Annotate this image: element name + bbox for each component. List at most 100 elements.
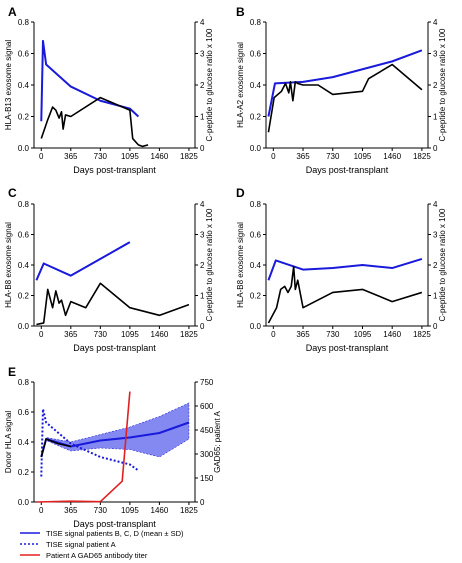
legend: TISE signal patients B, C, D (mean ± SD)… <box>20 529 184 560</box>
x-tick-label: 365 <box>296 330 310 339</box>
legend-label: Patient A GAD65 antibody titer <box>46 551 148 560</box>
y-tick-label-left: 0.8 <box>18 200 30 209</box>
y-tick-label-left: 0.4 <box>250 261 262 270</box>
x-tick-label: 1095 <box>121 152 139 161</box>
y-tick-label-left: 0.0 <box>18 322 30 331</box>
legend-label: TISE signal patient A <box>46 540 116 549</box>
x-tick-label: 1460 <box>151 330 169 339</box>
y-tick-label-right: 1 <box>200 292 205 301</box>
panel-label: E <box>8 365 16 379</box>
x-tick-label: 365 <box>64 152 78 161</box>
x-tick-label: 0 <box>271 330 276 339</box>
chart-panel-a: A 0 365 730 1095 1460 1825 0.0 0.2 0.4 0.6 0.8 0 1 2 3 4… <box>4 5 214 175</box>
series-line-2 <box>40 96 149 148</box>
panel-label: A <box>8 5 17 19</box>
y-tick-label-right: 3 <box>433 231 438 240</box>
y-tick-label-right: 4 <box>433 18 438 27</box>
series-line-2 <box>36 282 190 326</box>
y-tick-label-left: 0.8 <box>18 18 30 27</box>
x-tick-label: 730 <box>326 330 340 339</box>
x-tick-label: 730 <box>326 152 340 161</box>
y-axis-label-right: C-peptide to glucose ratio x 100 <box>438 28 447 142</box>
y-tick-label-right: 0 <box>200 322 205 331</box>
x-tick-label: 0 <box>39 506 44 515</box>
panel-label: D <box>236 186 245 200</box>
panel-label: C <box>8 186 17 200</box>
x-tick-label: 730 <box>94 506 108 515</box>
y-tick-label-right: 1 <box>200 113 205 122</box>
y-axis-label-right: GAD65: patient A <box>213 410 222 472</box>
y-tick-label-right: 0 <box>433 144 438 153</box>
legend-label: TISE signal patients B, C, D (mean ± SD) <box>46 529 184 538</box>
x-tick-label: 1825 <box>180 152 198 161</box>
x-tick-label: 1825 <box>413 152 431 161</box>
x-tick-label: 0 <box>39 152 44 161</box>
y-tick-label-left: 0.4 <box>250 81 262 90</box>
x-tick-label: 1825 <box>413 330 431 339</box>
series-line-2 <box>267 63 423 133</box>
x-tick-label: 1825 <box>180 506 198 515</box>
y-axis-label-right: C-peptide to glucose ratio x 100 <box>438 208 447 322</box>
y-tick-label-left: 0.8 <box>250 18 262 27</box>
series-line-3 <box>40 438 71 458</box>
y-tick-label-left: 0.4 <box>18 438 30 447</box>
y-tick-label-left: 0.2 <box>18 468 30 477</box>
x-tick-label: 1460 <box>383 152 401 161</box>
y-tick-label-right: 150 <box>200 474 214 483</box>
series-line-1 <box>40 39 140 122</box>
x-tick-label: 365 <box>64 330 78 339</box>
series-line-1 <box>267 257 423 281</box>
series-line-1 <box>267 49 423 117</box>
y-tick-label-right: 4 <box>433 200 438 209</box>
y-tick-label-right: 0 <box>200 144 205 153</box>
y-tick-label-right: 750 <box>200 378 214 387</box>
y-tick-label-right: 3 <box>200 231 205 240</box>
y-axis-label-right: C-peptide to glucose ratio x 100 <box>205 208 214 322</box>
y-tick-label-right: 600 <box>200 402 214 411</box>
y-axis-label-right: C-peptide to glucose ratio x 100 <box>205 28 214 142</box>
y-tick-label-right: 2 <box>433 261 438 270</box>
sd-band <box>40 402 190 458</box>
y-tick-label-right: 2 <box>433 81 438 90</box>
y-tick-label-right: 3 <box>433 50 438 59</box>
x-tick-label: 1460 <box>151 152 169 161</box>
chart-panel-c: C 0 365 730 1095 1460 1825 0.0 0.2 0.4 0.6 0.8 0 1 2 3 4… <box>4 186 214 353</box>
x-tick-label: 365 <box>296 152 310 161</box>
y-tick-label-left: 0.6 <box>18 231 30 240</box>
series-line-1 <box>35 241 131 281</box>
y-axis-label-left: HLA-B8 exosome signal <box>236 222 245 308</box>
y-tick-label-right: 4 <box>200 200 205 209</box>
y-tick-label-left: 0.2 <box>18 292 30 301</box>
y-tick-label-left: 0.8 <box>250 200 262 209</box>
y-tick-label-right: 1 <box>433 113 438 122</box>
x-tick-label: 0 <box>271 152 276 161</box>
y-tick-label-left: 0.2 <box>250 292 262 301</box>
x-axis-label: Days post-transplant <box>306 343 389 353</box>
x-tick-label: 1095 <box>354 152 372 161</box>
x-tick-label: 1460 <box>383 330 401 339</box>
x-tick-label: 1095 <box>121 506 139 515</box>
panel-label: B <box>236 5 245 19</box>
y-tick-label-right: 450 <box>200 426 214 435</box>
chart-panel-b: B 0 365 730 1095 1460 1825 0.0 0.2 0.4 0.6 0.8 0 1 2 3 4… <box>236 5 447 175</box>
y-tick-label-left: 0.6 <box>18 50 30 59</box>
y-tick-label-left: 0.2 <box>18 113 30 122</box>
y-tick-label-right: 2 <box>200 81 205 90</box>
chart-panel-e: E 0 365 730 1095 1460 1825 0.0 0.2 0.4 0.6 0.8 0 150 3… <box>4 365 222 529</box>
y-axis-label-left: HLA-A2 exosome signal <box>236 42 245 128</box>
y-tick-label-right: 0 <box>200 498 205 507</box>
y-tick-label-right: 0 <box>433 322 438 331</box>
y-tick-label-right: 300 <box>200 450 214 459</box>
y-tick-label-left: 0.6 <box>18 408 30 417</box>
y-tick-label-left: 0.0 <box>250 144 262 153</box>
x-axis-label: Days post-transplant <box>73 519 156 529</box>
y-tick-label-left: 0.4 <box>18 81 30 90</box>
y-tick-label-right: 2 <box>200 261 205 270</box>
y-tick-label-right: 1 <box>433 292 438 301</box>
x-tick-label: 730 <box>94 330 108 339</box>
y-tick-label-right: 3 <box>200 50 205 59</box>
series-line-2 <box>40 408 139 477</box>
x-axis-label: Days post-transplant <box>306 165 389 175</box>
y-axis-label-left: Donor HLA signal <box>4 411 13 473</box>
